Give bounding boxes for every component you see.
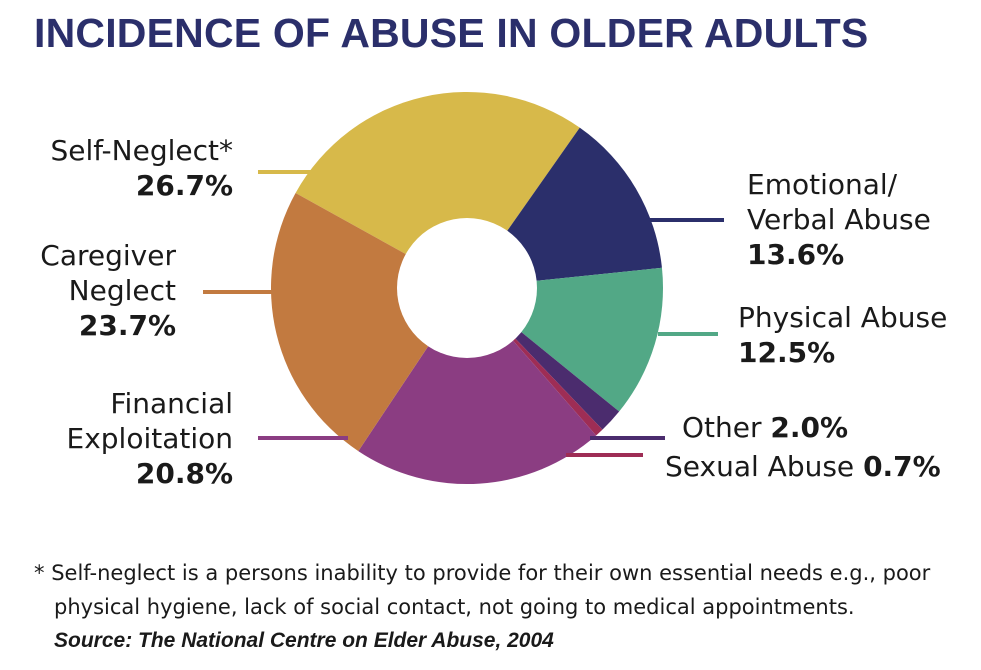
- label-financial-line2: Exploitation: [66, 422, 234, 455]
- label-other: Other 2.0%: [682, 410, 848, 445]
- footnote-asterisk: *: [34, 561, 45, 585]
- label-other-value: 2.0%: [770, 411, 849, 444]
- label-emotional-verbal: Emotional/ Verbal Abuse 13.6%: [747, 167, 931, 272]
- slice-caregiver-neglect: [270, 192, 467, 452]
- label-sexual-abuse-name: Sexual Abuse: [665, 450, 855, 483]
- label-caregiver-value: 23.7%: [78, 309, 176, 342]
- label-physical-abuse: Physical Abuse 12.5%: [738, 300, 947, 370]
- label-sexual-abuse-value: 0.7%: [863, 450, 941, 483]
- label-self-neglect: Self-Neglect* 26.7%: [20, 133, 233, 203]
- label-self-neglect-name: Self-Neglect*: [50, 134, 233, 167]
- label-financial-line1: Financial: [110, 387, 233, 420]
- label-caregiver-line1: Caregiver: [40, 239, 176, 272]
- chart-title: INCIDENCE OF ABUSE IN OLDER ADULTS: [34, 10, 869, 56]
- label-financial-exploitation: Financial Exploitation 20.8%: [20, 386, 234, 491]
- label-self-neglect-value: 26.7%: [135, 169, 233, 202]
- label-physical-abuse-value: 12.5%: [738, 336, 836, 369]
- slice-financial-exploitation: [358, 288, 597, 484]
- label-sexual-abuse: Sexual Abuse 0.7%: [665, 449, 941, 484]
- label-caregiver-line2: Neglect: [68, 274, 176, 307]
- label-caregiver-neglect: Caregiver Neglect 23.7%: [20, 238, 176, 343]
- slice-self-neglect: [295, 91, 580, 288]
- label-emotional-verbal-line2: Verbal Abuse: [747, 203, 931, 236]
- footnote-line-1: * Self-neglect is a persons inability to…: [34, 556, 954, 590]
- donut-chart: [203, 91, 724, 484]
- label-emotional-verbal-value: 13.6%: [747, 238, 845, 271]
- label-other-name: Other: [682, 411, 762, 444]
- label-emotional-verbal-line1: Emotional/: [747, 168, 898, 201]
- footnote: * Self-neglect is a persons inability to…: [34, 556, 954, 658]
- label-financial-value: 20.8%: [135, 457, 233, 490]
- footnote-line-2: physical hygiene, lack of social contact…: [54, 595, 855, 619]
- footnote-text-1: Self-neglect is a persons inability to p…: [51, 561, 931, 585]
- source-citation: Source: The National Centre on Elder Abu…: [54, 629, 554, 652]
- label-physical-abuse-name: Physical Abuse: [738, 301, 948, 334]
